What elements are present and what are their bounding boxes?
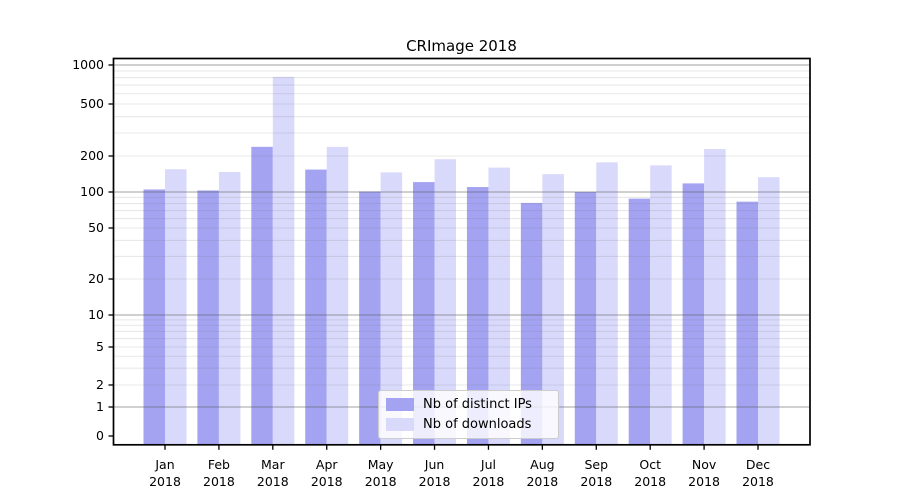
y-tick-label: 20 bbox=[88, 271, 104, 286]
y-tick-label: 5 bbox=[96, 339, 104, 354]
x-tick-month: Dec bbox=[745, 457, 771, 472]
x-tick-year: 2018 bbox=[256, 473, 289, 489]
x-tick-year: 2018 bbox=[526, 473, 559, 489]
x-tick-month: Aug bbox=[530, 457, 555, 472]
x-tick-year: 2018 bbox=[742, 473, 774, 489]
x-tick-month: Mar bbox=[261, 457, 285, 472]
bar-distinct-ips bbox=[682, 183, 705, 445]
bar-distinct-ips bbox=[359, 191, 381, 445]
bar-downloads bbox=[757, 177, 780, 445]
legend-item-distinct-ips: Nb of distinct IPs bbox=[386, 397, 550, 412]
bar-downloads bbox=[596, 162, 618, 445]
bar-downloads bbox=[488, 167, 510, 445]
bar-distinct-ips bbox=[197, 190, 219, 445]
x-tick-label: Aug 2018 bbox=[500, 457, 584, 490]
x-tick-label: Feb 2018 bbox=[177, 457, 261, 490]
x-tick-month: Sep bbox=[584, 457, 609, 472]
x-tick-label: Mar 2018 bbox=[231, 457, 315, 490]
y-tick-label: 10 bbox=[88, 307, 104, 322]
x-tick-year: 2018 bbox=[418, 473, 451, 489]
x-tick-month: Jan bbox=[155, 457, 175, 472]
y-tick-label: 200 bbox=[80, 148, 104, 163]
x-tick-label: Sep 2018 bbox=[554, 457, 638, 490]
x-tick-year: 2018 bbox=[203, 473, 235, 489]
bar-distinct-ips bbox=[251, 146, 273, 445]
bar-distinct-ips bbox=[520, 202, 543, 445]
bar-downloads bbox=[326, 146, 349, 445]
y-tick-label: 1000 bbox=[72, 57, 104, 72]
x-tick-month: May bbox=[367, 457, 394, 472]
legend-swatch-distinct-ips-icon bbox=[386, 398, 414, 411]
x-tick-year: 2018 bbox=[472, 473, 505, 489]
bar-downloads bbox=[218, 171, 241, 445]
bar-distinct-ips bbox=[413, 182, 435, 445]
x-tick-year: 2018 bbox=[580, 473, 613, 489]
y-tick-label: 100 bbox=[80, 184, 104, 199]
plot-frame bbox=[112, 57, 811, 446]
x-tick-label: May 2018 bbox=[339, 457, 423, 490]
x-tick-year: 2018 bbox=[310, 473, 343, 489]
legend-item-downloads: Nb of downloads bbox=[386, 417, 550, 432]
y-tick-label: 500 bbox=[80, 96, 104, 111]
x-tick-label: Jan 2018 bbox=[123, 457, 207, 490]
legend-label-distinct-ips: Nb of distinct IPs bbox=[423, 397, 532, 412]
legend: Nb of distinct IPs Nb of downloads bbox=[378, 390, 559, 439]
x-tick-month: Jun bbox=[424, 457, 445, 472]
x-tick-year: 2018 bbox=[634, 473, 667, 489]
x-tick-year: 2018 bbox=[364, 473, 397, 489]
bar-downloads bbox=[272, 76, 295, 445]
bar-downloads bbox=[165, 169, 187, 445]
x-tick-month: Jul bbox=[480, 457, 496, 472]
bar-distinct-ips bbox=[628, 198, 651, 445]
bar-downloads bbox=[704, 149, 726, 445]
x-tick-label: Apr 2018 bbox=[285, 457, 369, 490]
x-tick-month: Feb bbox=[207, 457, 230, 472]
bar-downloads bbox=[380, 172, 403, 445]
bar-distinct-ips bbox=[305, 169, 327, 445]
x-tick-label: Jun 2018 bbox=[393, 457, 477, 490]
bar-distinct-ips bbox=[466, 187, 489, 445]
x-tick-label: Dec 2018 bbox=[716, 457, 800, 490]
y-tick-label: 2 bbox=[96, 377, 104, 392]
y-tick-label: 0 bbox=[96, 428, 104, 443]
bar-downloads bbox=[434, 159, 457, 445]
x-tick-label: Nov 2018 bbox=[662, 457, 746, 490]
x-tick-month: Apr bbox=[315, 457, 338, 472]
x-tick-label: Oct 2018 bbox=[608, 457, 692, 490]
x-tick-label: Jul 2018 bbox=[446, 457, 530, 490]
y-tick-label: 50 bbox=[88, 220, 104, 235]
bar-downloads bbox=[650, 165, 672, 445]
x-tick-month: Oct bbox=[639, 457, 661, 472]
legend-label-downloads: Nb of downloads bbox=[423, 417, 532, 432]
chart-title: CRImage 2018 bbox=[406, 37, 517, 55]
bar-distinct-ips bbox=[574, 192, 597, 445]
bar-distinct-ips bbox=[736, 201, 758, 445]
x-tick-month: Nov bbox=[691, 457, 717, 472]
bar-downloads bbox=[542, 174, 564, 445]
x-tick-year: 2018 bbox=[149, 473, 181, 489]
y-tick-label: 1 bbox=[96, 399, 104, 414]
legend-swatch-downloads-icon bbox=[386, 418, 414, 431]
bar-distinct-ips bbox=[143, 189, 165, 445]
x-tick-year: 2018 bbox=[688, 473, 720, 489]
